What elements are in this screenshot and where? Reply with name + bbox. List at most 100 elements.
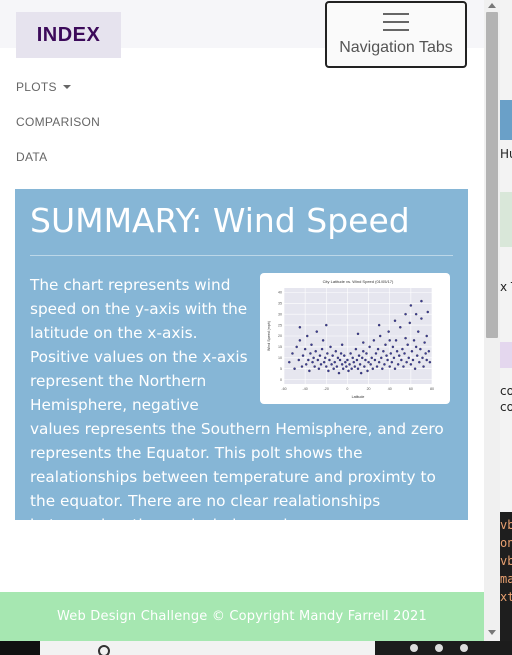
scatter-point: [426, 310, 429, 314]
scatter-point: [399, 326, 402, 329]
scatter-point: [347, 369, 350, 373]
x-tick-label: 60: [409, 387, 413, 391]
scatter-point: [349, 352, 352, 355]
scatter-point: [293, 367, 296, 370]
scatter-point: [427, 350, 431, 353]
nav-item-plots-label: PLOTS: [16, 80, 57, 94]
scatter-point: [411, 358, 415, 362]
scatter-point: [421, 356, 424, 360]
y-tick-label: 20: [278, 334, 282, 338]
scatter-point: [303, 347, 307, 351]
scatter-point: [310, 343, 313, 346]
scatter-point: [338, 358, 342, 362]
scatter-point: [393, 319, 397, 322]
y-tick-label: 10: [278, 356, 282, 360]
scatter-point: [362, 341, 365, 344]
nav-item-plots[interactable]: PLOTS: [16, 80, 71, 94]
scatter-point: [300, 365, 304, 368]
scrollbar-thumb[interactable]: [486, 12, 498, 338]
scatter-point: [404, 312, 407, 316]
start-button[interactable]: [0, 641, 40, 655]
scatter-point: [366, 369, 369, 373]
background-image-block: [500, 342, 512, 368]
hamburger-icon: [383, 13, 409, 31]
scatter-point: [402, 365, 405, 368]
scatter-point: [392, 356, 396, 360]
scatter-point: [357, 354, 361, 357]
scatter-point: [295, 345, 298, 349]
scatter-point: [413, 367, 417, 370]
scatter-point: [377, 323, 381, 327]
background-code-line: vb: [500, 518, 512, 532]
y-tick-label: 25: [278, 323, 282, 327]
scatter-point: [368, 345, 371, 349]
scatter-point: [301, 354, 305, 357]
scatter-point: [393, 367, 397, 370]
scatter-point: [420, 317, 423, 320]
scatter-point: [367, 360, 370, 364]
scatter-point: [387, 330, 390, 333]
scatter-point: [372, 339, 376, 342]
scatter-point: [424, 352, 427, 355]
taskbar-search-box[interactable]: [40, 641, 375, 655]
brand-link[interactable]: INDEX: [16, 12, 121, 58]
scroll-down-arrow-icon[interactable]: [488, 630, 496, 635]
taskbar-app-icon[interactable]: [460, 644, 468, 652]
scatter-point: [377, 360, 381, 364]
taskbar-app-icon[interactable]: [435, 644, 443, 652]
scatter-point: [298, 326, 302, 329]
scroll-up-arrow-icon[interactable]: [488, 3, 496, 8]
navigation-tabs-toggle[interactable]: Navigation Tabs: [325, 1, 467, 68]
scatter-point: [356, 332, 360, 336]
scatter-point: [340, 363, 344, 366]
scatter-point: [385, 354, 388, 357]
x-tick-label: -40: [303, 387, 308, 391]
scatter-point: [317, 367, 321, 370]
scatter-point: [371, 367, 375, 370]
wind-speed-chart-thumbnail[interactable]: -60 -40 -20 0 20 40 60 80 0 5 10 15 20 25 30 35 40 City L…: [260, 273, 450, 404]
scatter-point: [354, 347, 358, 351]
scatter-point: [288, 360, 291, 364]
scatter-point: [341, 367, 345, 370]
scatter-point: [420, 299, 423, 303]
wind-speed-chart: -60 -40 -20 0 20 40 60 80 0 5 10 15 20 25 30 35 40 City L…: [267, 279, 434, 399]
caret-down-icon: [62, 85, 71, 89]
scatter-point: [339, 352, 343, 355]
x-tick-label: 20: [367, 387, 371, 391]
vertical-scrollbar[interactable]: [484, 0, 500, 641]
y-tick-label: 40: [278, 291, 282, 295]
background-text: co: [500, 400, 512, 414]
background-text: co: [500, 384, 512, 398]
nav-item-data[interactable]: DATA: [16, 150, 48, 164]
nav-item-comparison[interactable]: COMPARISON: [16, 115, 101, 129]
scatter-point: [333, 360, 336, 364]
taskbar-app-icon[interactable]: [410, 644, 418, 652]
scatter-point: [318, 354, 322, 357]
scatter-point: [394, 339, 398, 342]
scatter-point: [311, 360, 314, 364]
x-tick-label: -20: [324, 387, 329, 391]
scatter-point: [396, 363, 400, 366]
scatter-point: [352, 360, 355, 364]
scatter-point: [329, 345, 332, 349]
scatter-point: [297, 358, 301, 362]
scatter-point: [401, 347, 404, 351]
summary-divider: [30, 255, 453, 256]
scatter-point: [332, 367, 335, 370]
scatter-point: [422, 365, 425, 368]
scatter-point: [425, 358, 428, 362]
scatter-point: [346, 358, 349, 362]
summary-title: SUMMARY: Wind Speed: [30, 201, 410, 240]
y-tick-label: 30: [278, 312, 282, 316]
scatter-point: [359, 371, 363, 375]
scatter-point: [343, 354, 346, 357]
search-icon: [98, 645, 110, 655]
x-axis-label: Latitude: [352, 395, 365, 399]
scatter-point: [388, 365, 391, 368]
scatter-point: [403, 352, 406, 355]
background-code-line: ma: [500, 572, 512, 586]
scatter-point: [407, 356, 410, 360]
scatter-point: [334, 350, 338, 353]
scatter-point: [314, 350, 317, 353]
scatter-point: [391, 345, 395, 349]
